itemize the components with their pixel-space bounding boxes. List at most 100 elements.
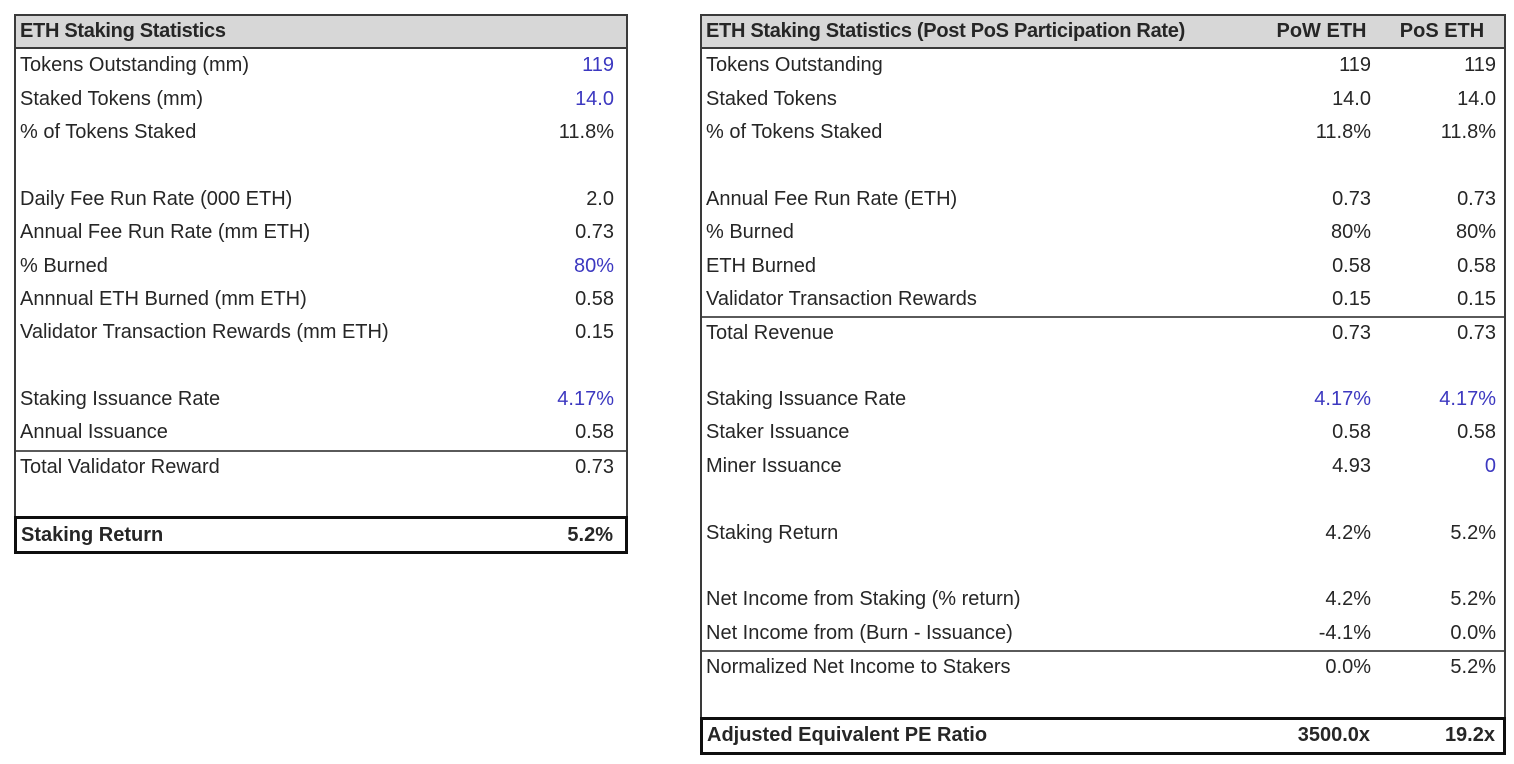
- pos-value-cell[interactable]: 0.58: [1457, 254, 1496, 277]
- pow-value-cell[interactable]: 0.15: [1332, 287, 1371, 310]
- row-label[interactable]: Tokens Outstanding (mm): [20, 54, 249, 77]
- row-label[interactable]: Annual Fee Run Rate (ETH): [706, 187, 958, 210]
- row-label[interactable]: % of Tokens Staked: [20, 120, 197, 143]
- pos-value-cell[interactable]: 0.73: [1457, 322, 1496, 345]
- pos-value-cell[interactable]: 4.17%: [1439, 388, 1496, 411]
- row-label[interactable]: Net Income from Staking (% return): [706, 588, 1021, 611]
- pos-value-cell[interactable]: 0.0%: [1450, 621, 1496, 644]
- pow-value-cell[interactable]: 80%: [1330, 221, 1371, 244]
- pow-value-cell[interactable]: 4.2%: [1325, 588, 1371, 611]
- left-table-header-row: ETH Staking Statistics: [16, 16, 626, 49]
- row-label[interactable]: % Burned: [706, 221, 794, 244]
- table-row: Staked Tokens (mm) 14.0: [16, 82, 626, 115]
- pow-value-cell[interactable]: 0.73: [1332, 322, 1371, 345]
- pos-value-cell[interactable]: 5.2%: [1450, 588, 1496, 611]
- pos-value-cell[interactable]: 5.2%: [1450, 521, 1496, 544]
- spacer-row: [702, 350, 1504, 383]
- pos-value-cell[interactable]: 0: [1484, 454, 1496, 477]
- row-label[interactable]: Staking Return: [706, 521, 839, 544]
- row-label[interactable]: Daily Fee Run Rate (000 ETH): [20, 187, 293, 210]
- pow-value-cell[interactable]: 14.0: [1332, 87, 1371, 110]
- row-label[interactable]: Total Validator Reward: [20, 455, 220, 478]
- table-row: Staker Issuance 0.58 0.58: [702, 416, 1504, 449]
- row-label[interactable]: Validator Transaction Rewards: [706, 287, 977, 310]
- row-label[interactable]: ETH Burned: [706, 254, 817, 277]
- row-label[interactable]: Staking Issuance Rate: [20, 388, 221, 411]
- pos-value-cell[interactable]: 11.8%: [1440, 120, 1496, 143]
- row-label[interactable]: Staking Issuance Rate: [706, 388, 907, 411]
- value-cell[interactable]: 11.8%: [558, 120, 614, 143]
- pow-eth-column-header[interactable]: PoW ETH: [1276, 20, 1367, 42]
- table-row: Net Income from Staking (% return) 4.2% 5.…: [702, 583, 1504, 616]
- row-label[interactable]: Staker Issuance: [706, 421, 850, 444]
- table-row: Miner Issuance 4.93 0: [702, 450, 1504, 483]
- row-label[interactable]: Staking Return: [21, 523, 164, 546]
- value-cell[interactable]: 0.58: [575, 421, 614, 444]
- table-row: Staking Return 4.2% 5.2%: [702, 516, 1504, 549]
- right-table-title[interactable]: ETH Staking Statistics (Post PoS Partici…: [706, 20, 1185, 42]
- pos-value-cell[interactable]: 5.2%: [1450, 656, 1496, 679]
- row-label[interactable]: % of Tokens Staked: [706, 120, 883, 143]
- value-cell[interactable]: 2.0: [586, 187, 614, 210]
- pos-value-cell[interactable]: 0.15: [1457, 287, 1496, 310]
- table-row: Daily Fee Run Rate (000 ETH) 2.0: [16, 183, 626, 216]
- spacer-row: [16, 350, 626, 383]
- row-label[interactable]: Annual Fee Run Rate (mm ETH): [20, 221, 311, 244]
- value-cell[interactable]: 0.58: [575, 287, 614, 310]
- pos-value-cell[interactable]: 0.73: [1457, 187, 1496, 210]
- value-cell[interactable]: 80%: [573, 254, 614, 277]
- value-cell[interactable]: 0.15: [575, 321, 614, 344]
- pow-value-cell[interactable]: 4.93: [1332, 454, 1371, 477]
- pos-value-cell[interactable]: 19.2x: [1444, 724, 1495, 747]
- pos-value-cell[interactable]: 80%: [1455, 221, 1496, 244]
- total-row: Staking Return 5.2%: [14, 516, 628, 555]
- value-cell[interactable]: 119: [582, 54, 614, 77]
- row-label[interactable]: Annnual ETH Burned (mm ETH): [20, 287, 307, 310]
- pow-value-cell[interactable]: 4.17%: [1314, 388, 1371, 411]
- spacer-row: [16, 149, 626, 182]
- row-label[interactable]: Miner Issuance: [706, 454, 842, 477]
- table-row: % Burned 80%: [16, 249, 626, 282]
- value-cell[interactable]: 0.73: [575, 221, 614, 244]
- pow-value-cell[interactable]: 11.8%: [1315, 120, 1371, 143]
- row-label[interactable]: Total Revenue: [706, 322, 834, 345]
- row-label[interactable]: Adjusted Equivalent PE Ratio: [707, 724, 988, 747]
- table-row: Total Validator Reward 0.73: [16, 449, 626, 483]
- value-cell[interactable]: 4.17%: [557, 388, 614, 411]
- pos-eth-column-header[interactable]: PoS ETH: [1399, 20, 1485, 42]
- row-label[interactable]: Tokens Outstanding: [706, 54, 883, 77]
- table-row: Tokens Outstanding 119 119: [702, 49, 1504, 82]
- table-row: Annual Fee Run Rate (ETH) 0.73 0.73: [702, 183, 1504, 216]
- pow-value-cell[interactable]: -4.1%: [1318, 621, 1371, 644]
- pos-value-cell[interactable]: 14.0: [1457, 87, 1496, 110]
- pow-value-cell[interactable]: 0.0%: [1325, 656, 1371, 679]
- table-row: Annnual ETH Burned (mm ETH) 0.58: [16, 283, 626, 316]
- left-table-title[interactable]: ETH Staking Statistics: [20, 20, 226, 42]
- pow-value-cell[interactable]: 119: [1339, 54, 1371, 77]
- row-label[interactable]: Net Income from (Burn - Issuance): [706, 621, 1013, 644]
- pow-value-cell[interactable]: 0.73: [1332, 187, 1371, 210]
- pow-value-cell[interactable]: 0.58: [1332, 421, 1371, 444]
- row-label[interactable]: Staked Tokens: [706, 87, 837, 110]
- value-cell[interactable]: 5.2%: [567, 523, 613, 546]
- value-cell[interactable]: 0.73: [575, 455, 614, 478]
- row-label[interactable]: % Burned: [20, 254, 108, 277]
- row-label[interactable]: Staked Tokens (mm): [20, 87, 204, 110]
- table-row: Annual Fee Run Rate (mm ETH) 0.73: [16, 216, 626, 249]
- right-table-header-row: ETH Staking Statistics (Post PoS Partici…: [702, 16, 1504, 49]
- pow-value-cell[interactable]: 0.58: [1332, 254, 1371, 277]
- pos-value-cell[interactable]: 119: [1464, 54, 1496, 77]
- value-cell[interactable]: 14.0: [575, 87, 614, 110]
- pow-value-cell[interactable]: 4.2%: [1325, 521, 1371, 544]
- total-row: Adjusted Equivalent PE Ratio 3500.0x 19.2x: [700, 716, 1506, 755]
- table-row: Staking Issuance Rate 4.17%: [16, 383, 626, 416]
- row-label[interactable]: Annual Issuance: [20, 421, 168, 444]
- row-label[interactable]: Normalized Net Income to Stakers: [706, 656, 1011, 679]
- row-label[interactable]: Validator Transaction Rewards (mm ETH): [20, 321, 389, 344]
- pos-value-cell[interactable]: 0.58: [1457, 421, 1496, 444]
- right-table-body: Tokens Outstanding 119 119 Staked Tokens 14.…: [700, 49, 1506, 755]
- pow-value-cell[interactable]: 3500.0x: [1297, 724, 1370, 747]
- table-row: Normalized Net Income to Stakers 0.0% 5.2%: [702, 650, 1504, 683]
- table-row: ETH Burned 0.58 0.58: [702, 249, 1504, 282]
